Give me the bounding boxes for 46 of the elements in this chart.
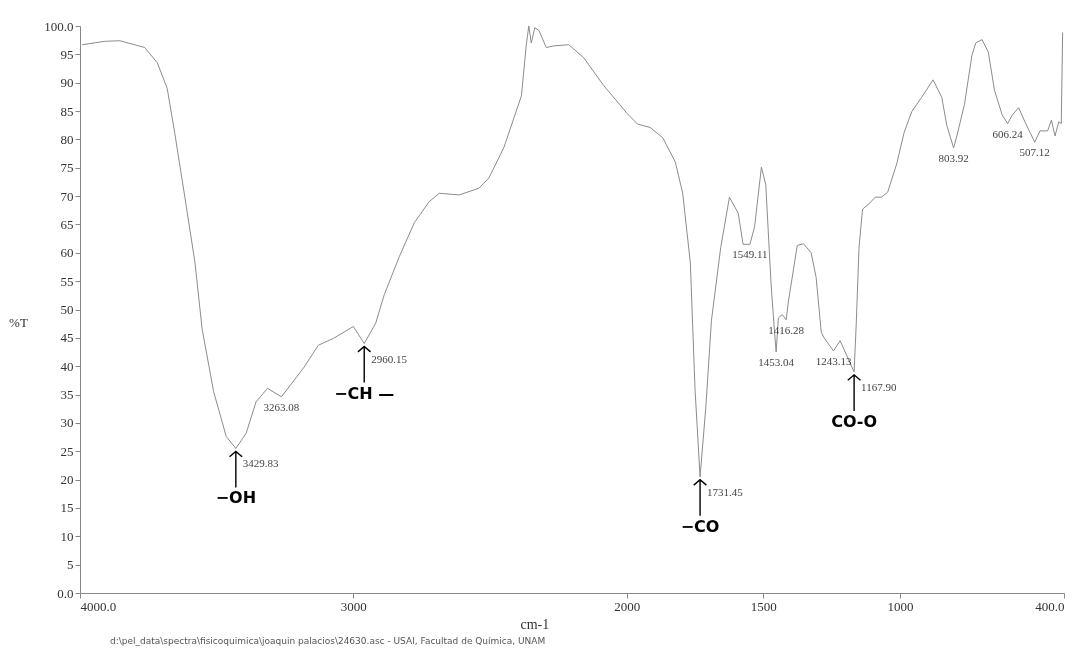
annotation: 1243.13	[815, 354, 852, 367]
y-tick-label: 80	[60, 131, 74, 147]
y-tick-label: 50	[60, 302, 74, 317]
y-tick-label: 25	[60, 443, 74, 459]
y-tick-label: 100.0	[44, 18, 74, 34]
annotation: 3263.08	[263, 400, 300, 413]
annotation: 2960.15	[371, 352, 408, 365]
y-tick-label: 30	[60, 415, 74, 431]
y-tick-label: 20	[60, 472, 74, 488]
annotation: 803.92	[938, 151, 969, 164]
x-tick-label: 1500	[750, 598, 777, 614]
annotation: 1549.11	[732, 248, 768, 261]
annotation: 1416.28	[768, 323, 805, 336]
text: d:\pel_data\spectra\fisicoquimica\joaquin palacios\24630.asc - USAI, Facultad de Química, UNAM	[110, 636, 546, 646]
y-tick-label: 15	[60, 500, 74, 516]
x-axis-title: cm-1	[520, 616, 550, 632]
annotation: CO-O	[831, 411, 878, 431]
y-tick-label: 75	[60, 160, 74, 176]
y-tick-label: 90	[60, 75, 74, 91]
annotation: 507.12	[1019, 146, 1050, 159]
annotation: 1453.04	[758, 356, 795, 369]
annotation: 3429.83	[242, 457, 280, 470]
annotation: 1731.45	[707, 485, 744, 498]
x-tick-label: 400.0	[1035, 598, 1065, 614]
y-tick-label: 0.0	[57, 585, 74, 601]
y-tick-label: 35	[60, 387, 74, 403]
annotation: −OH	[215, 488, 257, 508]
y-tick-label: 55	[60, 273, 74, 289]
annotation: 606.24	[992, 127, 1024, 140]
y-tick-label: 85	[60, 103, 74, 119]
annotation: −CH —	[334, 383, 395, 403]
y-tick-label: 95	[60, 46, 74, 62]
y-tick-label: 70	[60, 188, 74, 204]
annotation: −CO	[680, 516, 720, 536]
y-tick-label: 5	[67, 557, 74, 573]
x-tick-label: 4000.0	[80, 598, 117, 614]
annotation: 1167.90	[861, 380, 897, 393]
x-tick-label: 3000	[340, 598, 367, 614]
x-tick-label: 1000	[887, 598, 914, 614]
x-tick-label: 2000	[614, 598, 641, 614]
y-tick-label: 60	[60, 245, 74, 261]
y-axis-title: %T	[9, 315, 28, 330]
y-tick-label: 10	[60, 528, 74, 544]
y-tick-label: 65	[60, 216, 74, 232]
y-tick-label: 40	[60, 358, 74, 374]
y-tick-label: 45	[60, 330, 74, 346]
